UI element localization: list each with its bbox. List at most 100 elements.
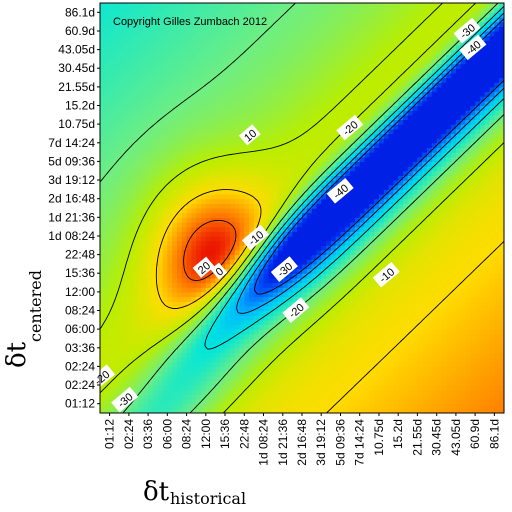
heatmap-cell xyxy=(292,175,298,181)
heatmap-cell xyxy=(119,86,125,93)
heatmap-cell xyxy=(148,319,154,326)
heatmap-cell xyxy=(345,296,351,302)
heatmap-cell xyxy=(302,263,308,270)
heatmap-cell xyxy=(215,142,221,149)
heatmap-cell xyxy=(364,180,370,186)
heatmap-cell xyxy=(354,277,361,284)
heatmap-cell xyxy=(133,7,140,13)
heatmap-cell xyxy=(249,263,255,270)
heatmap-cell xyxy=(311,21,318,27)
heatmap-cell xyxy=(258,338,265,344)
heatmap-cell xyxy=(210,221,217,228)
heatmap-cell xyxy=(196,21,202,27)
heatmap-cell xyxy=(369,189,375,195)
heatmap-cell xyxy=(124,352,130,358)
heatmap-cell xyxy=(104,329,111,335)
heatmap-cell xyxy=(297,189,303,195)
heatmap-cell xyxy=(359,91,366,97)
heatmap-cell xyxy=(253,245,260,251)
heatmap-cell xyxy=(186,301,192,307)
heatmap-cell xyxy=(157,212,164,218)
heatmap-cell xyxy=(253,338,260,344)
heatmap-cell xyxy=(253,371,260,377)
heatmap-cell xyxy=(201,91,207,97)
heatmap-cell xyxy=(311,268,318,274)
heatmap-cell xyxy=(292,194,298,200)
heatmap-cell xyxy=(215,189,221,195)
heatmap-cell xyxy=(263,124,269,130)
heatmap-cell xyxy=(210,408,217,413)
heatmap-cell xyxy=(152,380,159,386)
heatmap-cell xyxy=(244,44,250,51)
heatmap-cell xyxy=(143,194,149,200)
heatmap-cell xyxy=(369,240,375,246)
heatmap-cell xyxy=(350,175,356,181)
heatmap-cell xyxy=(268,385,274,391)
heatmap-cell xyxy=(210,296,217,302)
heatmap-cell xyxy=(143,347,149,354)
heatmap-cell xyxy=(297,110,303,116)
heatmap-cell xyxy=(143,329,149,335)
heatmap-cell xyxy=(364,161,370,167)
heatmap-cell xyxy=(345,40,351,46)
heatmap-cell xyxy=(138,194,144,200)
heatmap-cell xyxy=(364,138,370,144)
heatmap-cell xyxy=(311,40,318,46)
heatmap-cell xyxy=(114,147,120,153)
heatmap-cell xyxy=(128,152,135,158)
heatmap-cell xyxy=(239,161,245,167)
heatmap-cell xyxy=(128,319,135,326)
heatmap-cell xyxy=(316,385,322,391)
heatmap-cell xyxy=(263,7,269,13)
heatmap-cell xyxy=(234,319,241,326)
heatmap-cell xyxy=(249,352,255,358)
heatmap-cell xyxy=(119,133,125,139)
heatmap-cell xyxy=(292,12,298,18)
heatmap-cell xyxy=(330,68,337,74)
heatmap-cell xyxy=(244,152,250,158)
heatmap-cell xyxy=(234,324,241,330)
heatmap-cell xyxy=(128,128,135,135)
heatmap-cell xyxy=(172,338,178,344)
heatmap-cell xyxy=(335,403,342,409)
heatmap-cell xyxy=(335,161,342,167)
heatmap-cell xyxy=(350,245,356,251)
heatmap-cell xyxy=(249,58,255,65)
heatmap-cell xyxy=(186,366,192,372)
heatmap-cell xyxy=(186,273,192,279)
heatmap-cell xyxy=(119,217,125,223)
heatmap-cell xyxy=(138,277,144,284)
heatmap-cell xyxy=(244,375,250,381)
heatmap-cell xyxy=(249,343,255,349)
heatmap-cell xyxy=(100,35,106,41)
heatmap-cell xyxy=(316,156,322,163)
heatmap-cell xyxy=(234,30,241,37)
heatmap-cell xyxy=(100,26,106,32)
heatmap-cell xyxy=(350,194,356,200)
heatmap-cell xyxy=(215,259,221,265)
heatmap-cell xyxy=(191,245,197,251)
heatmap-cell xyxy=(176,100,183,107)
heatmap-cell xyxy=(210,399,217,405)
heatmap-cell xyxy=(326,259,332,265)
heatmap-cell xyxy=(297,161,303,167)
heatmap-cell xyxy=(253,138,260,144)
heatmap-cell xyxy=(287,212,293,218)
heatmap-cell xyxy=(306,12,313,18)
heatmap-cell xyxy=(162,96,168,102)
heatmap-cell xyxy=(335,287,342,293)
heatmap-cell xyxy=(287,203,293,209)
heatmap-cell xyxy=(210,82,217,88)
heatmap-cell xyxy=(191,119,197,125)
heatmap-cell xyxy=(306,44,313,51)
heatmap-cell xyxy=(306,124,313,130)
heatmap-cell xyxy=(316,212,322,218)
heatmap-cell xyxy=(186,16,192,23)
heatmap-cell xyxy=(104,86,111,93)
heatmap-cell xyxy=(138,21,144,27)
heatmap-cell xyxy=(152,385,159,391)
heatmap-cell xyxy=(239,40,245,46)
heatmap-cell xyxy=(114,21,120,27)
heatmap-cell xyxy=(205,352,212,358)
heatmap-cell xyxy=(316,366,322,372)
